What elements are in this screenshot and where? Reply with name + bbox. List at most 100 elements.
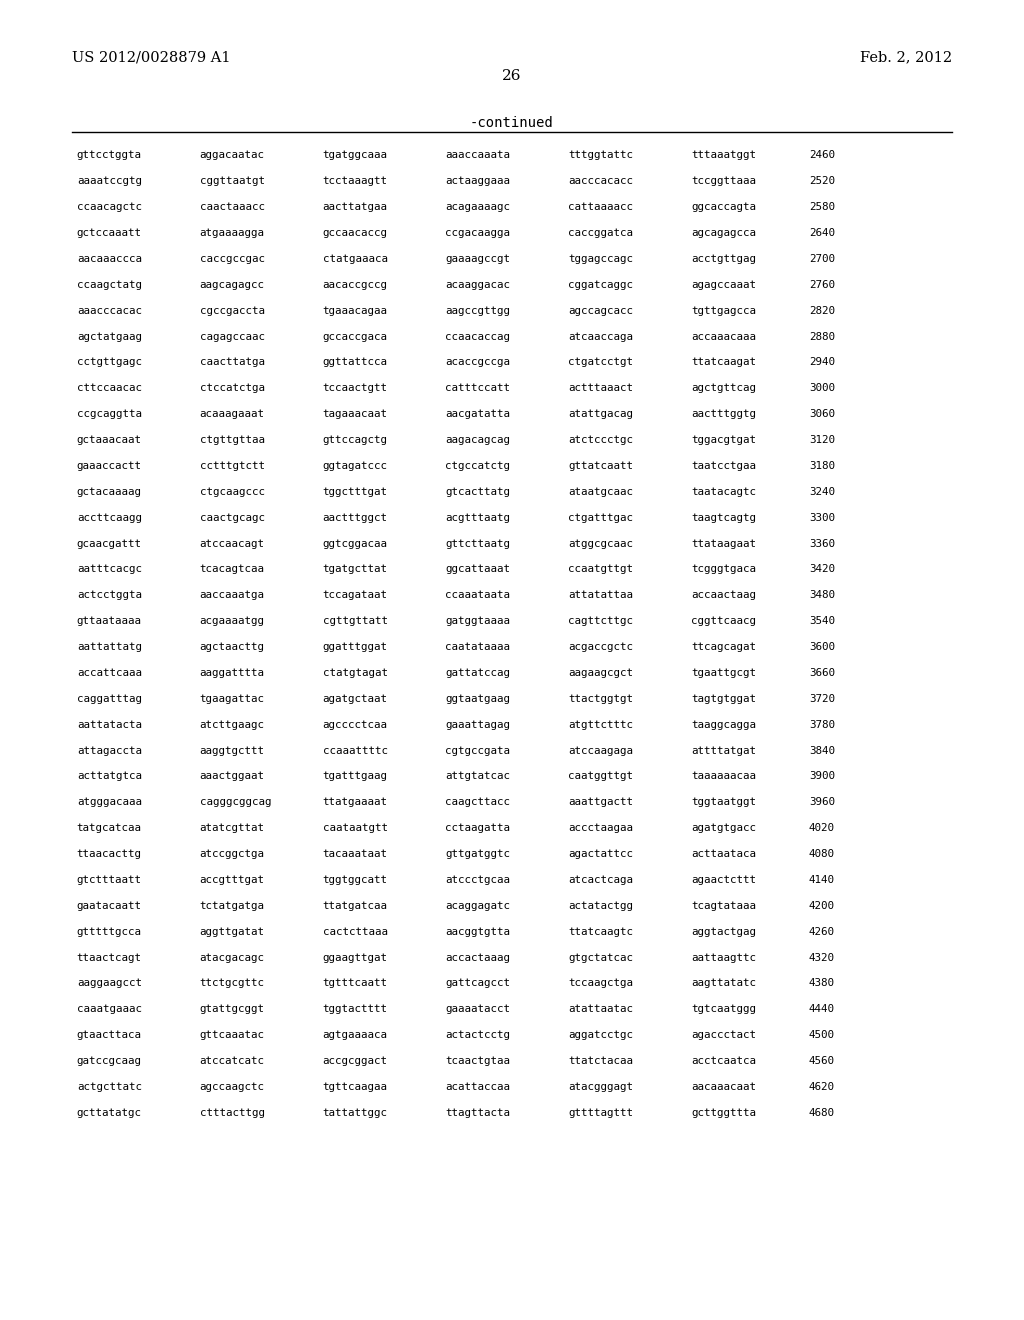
Text: cgtgccgata: cgtgccgata xyxy=(445,746,510,755)
Text: ttagttacta: ttagttacta xyxy=(445,1107,510,1118)
Text: agatgtgacc: agatgtgacc xyxy=(691,824,756,833)
Text: actgcttatc: actgcttatc xyxy=(77,1082,141,1092)
Text: 2580: 2580 xyxy=(809,202,835,213)
Text: ttatcaagtc: ttatcaagtc xyxy=(568,927,633,937)
Text: ggaagttgat: ggaagttgat xyxy=(323,953,387,962)
Text: 3960: 3960 xyxy=(809,797,835,808)
Text: 4200: 4200 xyxy=(809,900,835,911)
Text: tgaagattac: tgaagattac xyxy=(200,694,264,704)
Text: 26: 26 xyxy=(502,69,522,83)
Text: ctgcaagccc: ctgcaagccc xyxy=(200,487,264,496)
Text: tcaactgtaa: tcaactgtaa xyxy=(445,1056,510,1067)
Text: ttctgcgttc: ttctgcgttc xyxy=(200,978,264,989)
Text: accaaacaaa: accaaacaaa xyxy=(691,331,756,342)
Text: 4560: 4560 xyxy=(809,1056,835,1067)
Text: atgggacaaa: atgggacaaa xyxy=(77,797,141,808)
Text: tacaaataat: tacaaataat xyxy=(323,849,387,859)
Text: atccaagaga: atccaagaga xyxy=(568,746,633,755)
Text: tgatggcaaa: tgatggcaaa xyxy=(323,150,387,161)
Text: attagaccta: attagaccta xyxy=(77,746,141,755)
Text: agcagagcca: agcagagcca xyxy=(691,228,756,238)
Text: 3120: 3120 xyxy=(809,436,835,445)
Text: cagttcttgc: cagttcttgc xyxy=(568,616,633,626)
Text: tccaactgtt: tccaactgtt xyxy=(323,383,387,393)
Text: cggttcaacg: cggttcaacg xyxy=(691,616,756,626)
Text: accttcaagg: accttcaagg xyxy=(77,512,141,523)
Text: ccaacaccag: ccaacaccag xyxy=(445,331,510,342)
Text: cggatcaggc: cggatcaggc xyxy=(568,280,633,290)
Text: tagaaacaat: tagaaacaat xyxy=(323,409,387,420)
Text: ggcaccagta: ggcaccagta xyxy=(691,202,756,213)
Text: 2940: 2940 xyxy=(809,358,835,367)
Text: actatactgg: actatactgg xyxy=(568,900,633,911)
Text: atccaacagt: atccaacagt xyxy=(200,539,264,549)
Text: cactcttaaa: cactcttaaa xyxy=(323,927,387,937)
Text: ttaacacttg: ttaacacttg xyxy=(77,849,141,859)
Text: ttaactcagt: ttaactcagt xyxy=(77,953,141,962)
Text: caagcttacc: caagcttacc xyxy=(445,797,510,808)
Text: tctatgatga: tctatgatga xyxy=(200,900,264,911)
Text: aacaaaccca: aacaaaccca xyxy=(77,253,141,264)
Text: caccggatca: caccggatca xyxy=(568,228,633,238)
Text: tggctttgat: tggctttgat xyxy=(323,487,387,496)
Text: gatggtaaaa: gatggtaaaa xyxy=(445,616,510,626)
Text: cggttaatgt: cggttaatgt xyxy=(200,177,264,186)
Text: 3900: 3900 xyxy=(809,771,835,781)
Text: 4380: 4380 xyxy=(809,978,835,989)
Text: gttgatggtc: gttgatggtc xyxy=(445,849,510,859)
Text: tggtaatggt: tggtaatggt xyxy=(691,797,756,808)
Text: tcctaaagtt: tcctaaagtt xyxy=(323,177,387,186)
Text: ggcattaaat: ggcattaaat xyxy=(445,565,510,574)
Text: aacttatgaa: aacttatgaa xyxy=(323,202,387,213)
Text: accattcaaa: accattcaaa xyxy=(77,668,141,678)
Text: aagacagcag: aagacagcag xyxy=(445,436,510,445)
Text: 4320: 4320 xyxy=(809,953,835,962)
Text: 4140: 4140 xyxy=(809,875,835,884)
Text: caccgccgac: caccgccgac xyxy=(200,253,264,264)
Text: tcagtataaa: tcagtataaa xyxy=(691,900,756,911)
Text: tgaaacagaa: tgaaacagaa xyxy=(323,306,387,315)
Text: gttcaaatac: gttcaaatac xyxy=(200,1030,264,1040)
Text: tgatgcttat: tgatgcttat xyxy=(323,565,387,574)
Text: atattgacag: atattgacag xyxy=(568,409,633,420)
Text: cctgttgagc: cctgttgagc xyxy=(77,358,141,367)
Text: atacgacagc: atacgacagc xyxy=(200,953,264,962)
Text: aaggatttta: aaggatttta xyxy=(200,668,264,678)
Text: ggtcggacaa: ggtcggacaa xyxy=(323,539,387,549)
Text: agagccaaat: agagccaaat xyxy=(691,280,756,290)
Text: cttccaacac: cttccaacac xyxy=(77,383,141,393)
Text: aacgatatta: aacgatatta xyxy=(445,409,510,420)
Text: aggacaatac: aggacaatac xyxy=(200,150,264,161)
Text: ccaacagctc: ccaacagctc xyxy=(77,202,141,213)
Text: 2880: 2880 xyxy=(809,331,835,342)
Text: 4440: 4440 xyxy=(809,1005,835,1014)
Text: ggtagatccc: ggtagatccc xyxy=(323,461,387,471)
Text: agatgctaat: agatgctaat xyxy=(323,694,387,704)
Text: 3180: 3180 xyxy=(809,461,835,471)
Text: ctatgaaaca: ctatgaaaca xyxy=(323,253,387,264)
Text: aaattgactt: aaattgactt xyxy=(568,797,633,808)
Text: 4680: 4680 xyxy=(809,1107,835,1118)
Text: gttcctggta: gttcctggta xyxy=(77,150,141,161)
Text: caactgcagc: caactgcagc xyxy=(200,512,264,523)
Text: acaccgccga: acaccgccga xyxy=(445,358,510,367)
Text: gttttagttt: gttttagttt xyxy=(568,1107,633,1118)
Text: tggtactttt: tggtactttt xyxy=(323,1005,387,1014)
Text: ctgttgttaa: ctgttgttaa xyxy=(200,436,264,445)
Text: taaggcagga: taaggcagga xyxy=(691,719,756,730)
Text: atattaatac: atattaatac xyxy=(568,1005,633,1014)
Text: gccaacaccg: gccaacaccg xyxy=(323,228,387,238)
Text: accactaaag: accactaaag xyxy=(445,953,510,962)
Text: gtattgcggt: gtattgcggt xyxy=(200,1005,264,1014)
Text: acctcaatca: acctcaatca xyxy=(691,1056,756,1067)
Text: taagtcagtg: taagtcagtg xyxy=(691,512,756,523)
Text: ataatgcaac: ataatgcaac xyxy=(568,487,633,496)
Text: 3720: 3720 xyxy=(809,694,835,704)
Text: agcccctcaa: agcccctcaa xyxy=(323,719,387,730)
Text: ttatgaaaat: ttatgaaaat xyxy=(323,797,387,808)
Text: aaacccacac: aaacccacac xyxy=(77,306,141,315)
Text: aacggtgtta: aacggtgtta xyxy=(445,927,510,937)
Text: accgtttgat: accgtttgat xyxy=(200,875,264,884)
Text: aattaagttc: aattaagttc xyxy=(691,953,756,962)
Text: 3780: 3780 xyxy=(809,719,835,730)
